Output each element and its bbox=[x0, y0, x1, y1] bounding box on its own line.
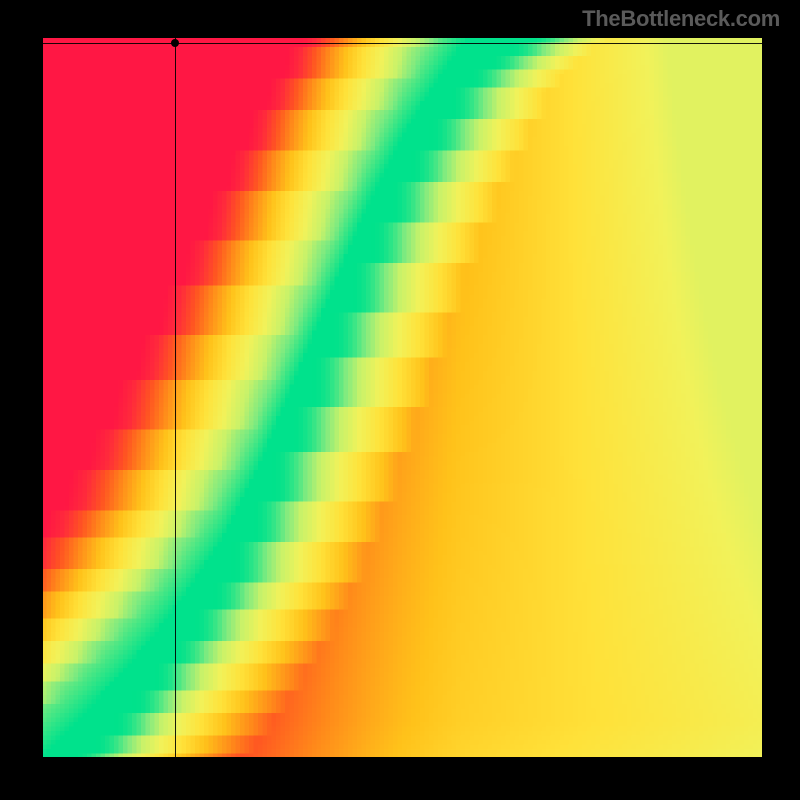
y-axis bbox=[42, 38, 43, 758]
vertical-guide-line bbox=[175, 38, 176, 758]
heatmap-canvas bbox=[42, 38, 762, 758]
x-axis bbox=[42, 757, 762, 758]
heatmap-plot bbox=[42, 38, 762, 758]
watermark-text: TheBottleneck.com bbox=[582, 6, 780, 32]
horizontal-guide-line bbox=[42, 43, 762, 44]
marker-point bbox=[171, 39, 179, 47]
